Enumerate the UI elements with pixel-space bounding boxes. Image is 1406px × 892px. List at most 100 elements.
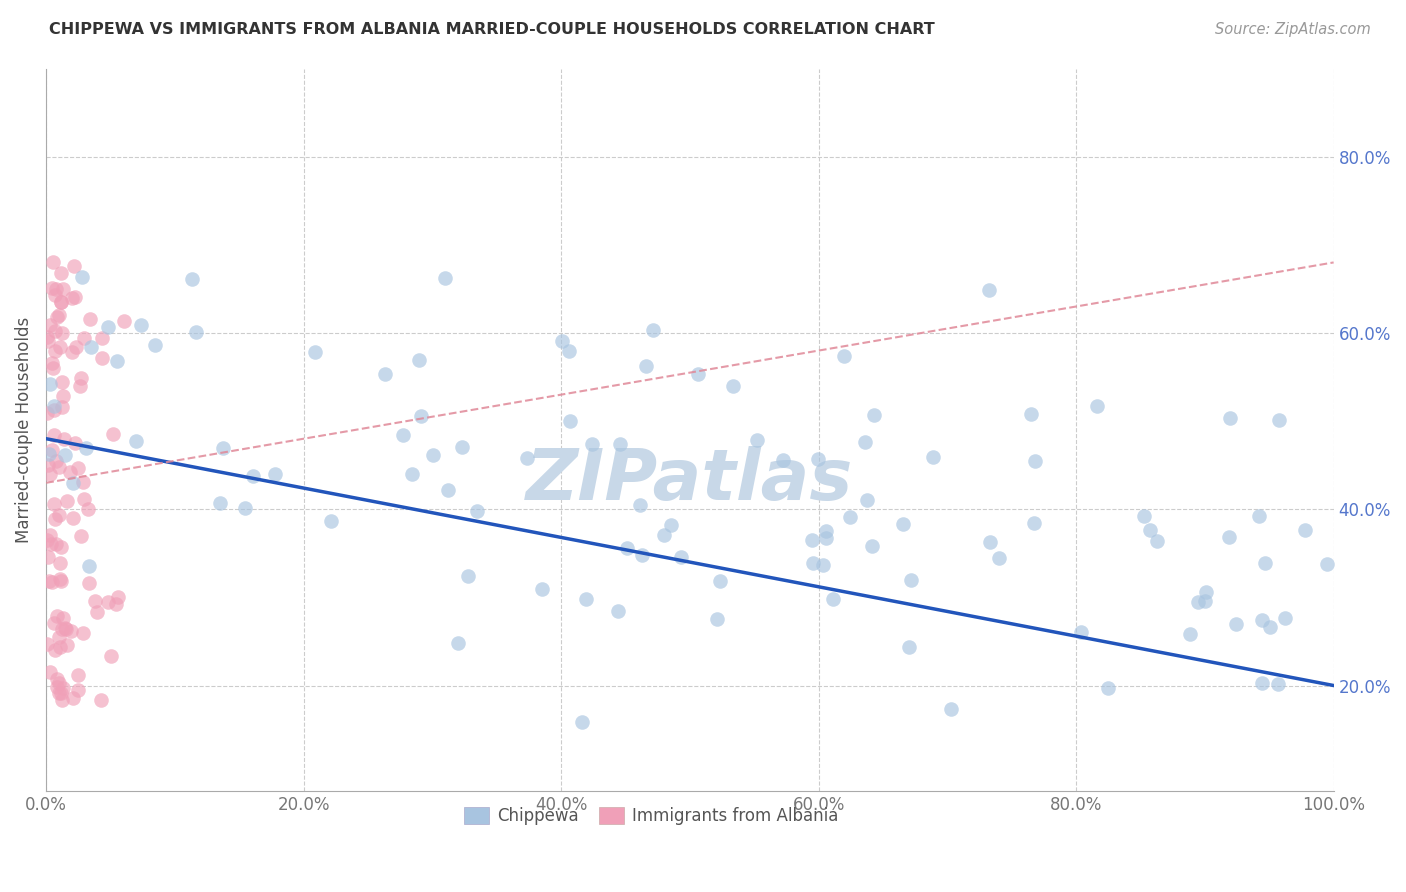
Point (832, 349, 855, 363)
Point (581, 436, 603, 450)
Point (374, 368, 396, 382)
Point (209, 496, 232, 510)
Point (446, 636, 468, 650)
Point (46, 310, 69, 324)
Point (104, 598, 127, 612)
Point (70, 270, 93, 285)
Point (1085, 399, 1108, 413)
Point (669, 550, 692, 565)
Point (60, 345, 83, 359)
Point (77, 501, 100, 516)
Point (41, 575, 63, 590)
Point (56, 638, 79, 652)
Point (48, 308, 70, 322)
Point (52, 389, 75, 403)
Point (49, 685, 72, 699)
Point (67, 461, 90, 475)
Point (304, 344, 326, 359)
Point (48, 676, 70, 690)
Point (48, 630, 70, 644)
Point (70, 529, 93, 543)
Point (1268, 413, 1291, 427)
Point (51, 400, 73, 414)
Point (616, 541, 638, 555)
Point (516, 450, 538, 465)
Point (628, 498, 651, 512)
Point (37, 637, 59, 651)
Point (422, 448, 444, 462)
Point (39, 537, 62, 551)
Point (65, 340, 87, 354)
Point (863, 408, 886, 422)
Point (97, 594, 120, 608)
Point (72, 625, 94, 640)
Point (48, 460, 70, 475)
Point (49, 540, 72, 554)
Point (56, 494, 79, 508)
Point (1195, 585, 1218, 599)
Point (1194, 594, 1216, 608)
Point (112, 314, 135, 328)
Point (143, 338, 166, 352)
Point (38, 318, 60, 333)
Point (860, 539, 883, 553)
Point (55, 622, 77, 636)
Point (1070, 625, 1092, 640)
Point (79, 311, 101, 326)
Point (1254, 556, 1277, 570)
Point (634, 359, 657, 374)
Point (97, 320, 120, 334)
Point (42, 399, 65, 413)
Point (90, 692, 112, 706)
Point (1139, 523, 1161, 537)
Point (37, 406, 59, 420)
Point (434, 270, 457, 285)
Point (45, 454, 67, 468)
Point (44, 324, 66, 338)
Point (1019, 407, 1042, 421)
Point (609, 437, 631, 451)
Text: ZIPatlas: ZIPatlas (526, 446, 853, 515)
Point (75, 441, 97, 455)
Point (65, 289, 87, 303)
Point (41, 255, 63, 269)
Point (63, 436, 86, 450)
Point (129, 318, 152, 332)
Point (48, 508, 70, 522)
Point (49, 572, 72, 586)
Point (45, 609, 67, 624)
Point (41, 281, 63, 295)
Point (58, 465, 80, 479)
Point (571, 714, 593, 729)
Point (437, 483, 460, 498)
Point (69, 371, 91, 385)
Point (1097, 681, 1119, 695)
Point (52, 611, 75, 625)
Point (319, 514, 342, 528)
Point (1219, 411, 1241, 425)
Point (1187, 594, 1209, 608)
Point (801, 533, 824, 547)
Point (263, 467, 285, 481)
Point (100, 648, 122, 663)
Point (37, 533, 59, 548)
Point (83, 593, 105, 607)
Point (659, 518, 682, 533)
Point (839, 510, 862, 524)
Point (60, 291, 83, 305)
Point (891, 517, 914, 532)
Point (62, 259, 84, 273)
Point (233, 500, 256, 515)
Point (37, 334, 59, 349)
Point (855, 492, 877, 507)
Point (1274, 611, 1296, 625)
Text: Source: ZipAtlas.com: Source: ZipAtlas.com (1215, 22, 1371, 37)
Point (401, 467, 423, 482)
Point (558, 414, 581, 428)
Point (42, 428, 65, 442)
Point (1024, 516, 1046, 530)
Point (73, 491, 96, 506)
Legend: Chippewa, Immigrants from Albania: Chippewa, Immigrants from Albania (454, 797, 849, 835)
Point (72, 331, 94, 345)
Point (897, 640, 920, 654)
